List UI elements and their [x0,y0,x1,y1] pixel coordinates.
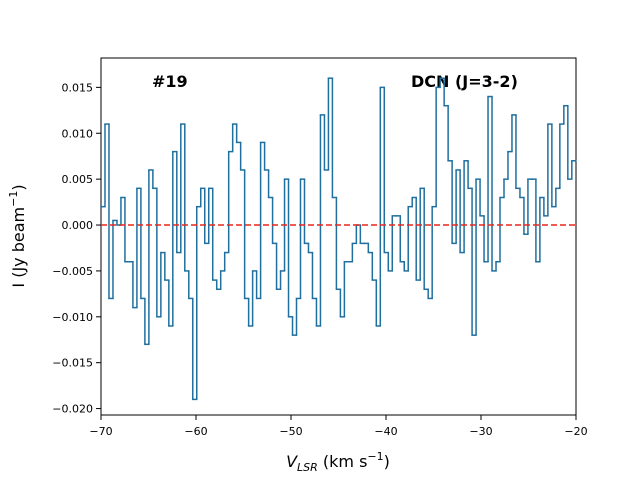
y-axis-label: I (Jy beam−1) [7,184,28,287]
annotation: #19 [152,72,188,91]
y-tick-label: −0.005 [52,265,93,278]
y-tick-label: 0.000 [62,219,94,232]
x-tick-label: −20 [564,425,587,438]
y-tick-label: −0.020 [52,403,93,416]
y-tick-label: −0.010 [52,311,93,324]
x-tick-label: −70 [89,425,112,438]
plot-frame [100,57,577,416]
y-tick-label: 0.005 [62,173,94,186]
x-tick-label: −40 [374,425,397,438]
y-tick-label: 0.010 [62,127,94,140]
y-tick-label: 0.015 [62,81,94,94]
y-tick-label: −0.015 [52,357,93,370]
x-tick-label: −50 [279,425,302,438]
x-tick-label: −30 [469,425,492,438]
annotation: DCN (J=3-2) [411,72,518,91]
x-tick-label: −60 [184,425,207,438]
x-axis-label: VLSR (km s−1) [286,450,390,474]
